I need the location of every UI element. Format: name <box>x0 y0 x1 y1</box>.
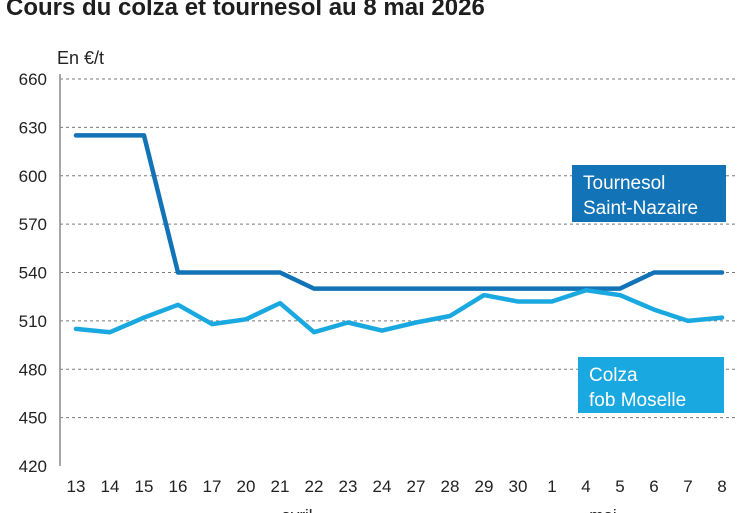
series-label-text: fob Moselle <box>589 390 686 411</box>
series-label-text: Tournesol <box>583 173 665 194</box>
series-line <box>73 287 725 335</box>
x-tick-label: 13 <box>67 477 86 496</box>
chart-title: Cours du colza et tournesol au 8 mai 202… <box>6 0 485 21</box>
y-tick-label: 600 <box>19 167 47 186</box>
y-axis-ticks: 420 450 480 510 540 570 600 630 660 <box>19 70 47 476</box>
series-label-text: Saint-Nazaire <box>583 198 698 219</box>
x-tick-label: 30 <box>509 477 528 496</box>
series-label-box <box>578 357 724 413</box>
x-tick-label: 16 <box>169 477 188 496</box>
x-tick-label: 8 <box>717 477 726 496</box>
x-tick-label: 4 <box>581 477 590 496</box>
x-tick-label: 5 <box>615 477 624 496</box>
series-line <box>73 133 725 291</box>
month-label: avril <box>281 506 312 513</box>
x-tick-label: 21 <box>271 477 290 496</box>
x-tick-label: 17 <box>203 477 222 496</box>
x-axis-ticks: 13 14 15 16 17 20 21 22 23 24 27 28 29 30 1 4 5 6 7 8 <box>67 477 727 496</box>
series-lines <box>73 133 725 335</box>
x-tick-label: 14 <box>101 477 120 496</box>
series-label-box <box>572 165 726 222</box>
y-tick-label: 450 <box>19 409 47 428</box>
month-label: mai <box>589 506 616 513</box>
x-tick-label: 29 <box>475 477 494 496</box>
x-tick-label: 15 <box>135 477 154 496</box>
y-tick-label: 660 <box>19 70 47 89</box>
x-tick-label: 23 <box>339 477 358 496</box>
y-tick-label: 480 <box>19 360 47 379</box>
x-tick-label: 28 <box>441 477 460 496</box>
x-tick-label: 6 <box>649 477 658 496</box>
x-tick-label: 20 <box>237 477 256 496</box>
y-tick-label: 570 <box>19 215 47 234</box>
x-tick-label: 1 <box>547 477 556 496</box>
x-tick-label: 24 <box>373 477 392 496</box>
series-label-text: Colza <box>589 365 638 386</box>
x-tick-label: 7 <box>683 477 692 496</box>
y-axis-unit-label: En €/t <box>57 48 104 68</box>
y-tick-label: 510 <box>19 312 47 331</box>
y-tick-label: 630 <box>19 118 47 137</box>
x-tick-label: 22 <box>305 477 324 496</box>
series-labels: Tournesol Saint-Nazaire Colza fob Moselle <box>572 165 726 413</box>
y-tick-label: 420 <box>19 457 47 476</box>
y-tick-label: 540 <box>19 264 47 283</box>
month-labels: avril mai <box>281 506 616 513</box>
x-tick-label: 27 <box>407 477 426 496</box>
